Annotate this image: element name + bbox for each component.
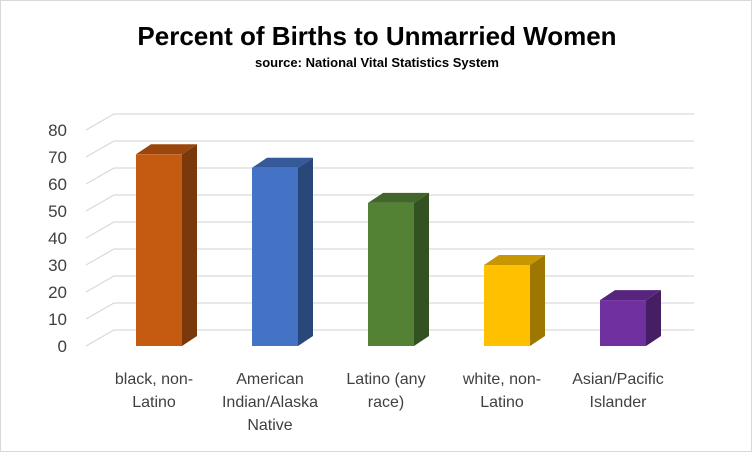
- chart-subtitle: source: National Vital Statistics System: [255, 55, 499, 70]
- category-label: Latino (any race): [346, 371, 425, 411]
- bar-1: [252, 157, 313, 346]
- gridline-70: [85, 140, 694, 158]
- y-tick-label: 30: [48, 256, 67, 275]
- bar-top: [252, 157, 313, 168]
- bar-top: [600, 290, 661, 301]
- category-label: American Indian/Alaska Native: [222, 371, 318, 434]
- gridline-60: [85, 167, 694, 185]
- y-tick-label: 50: [48, 202, 67, 221]
- y-tick-label: 10: [48, 310, 67, 329]
- bar-front: [368, 202, 414, 346]
- bar-top: [136, 144, 197, 155]
- bar-front: [484, 265, 530, 346]
- gridline-30: [85, 248, 694, 266]
- bar-3: [484, 255, 545, 346]
- gridline-40: [85, 221, 694, 239]
- bar-side: [182, 144, 197, 346]
- bar-4: [600, 290, 661, 346]
- category-label: black, non-Latino: [115, 371, 193, 411]
- bar-top: [484, 255, 545, 265]
- category-label: Asian/Pacific Islander: [572, 371, 664, 411]
- bar-side: [298, 157, 313, 346]
- y-tick-label: 80: [48, 121, 67, 140]
- bar-front: [600, 300, 646, 346]
- gridline-80: [85, 113, 694, 131]
- y-tick-label: 40: [48, 229, 67, 248]
- bar-side: [646, 290, 661, 346]
- bar-side: [530, 255, 545, 346]
- bar-front: [136, 154, 182, 346]
- bars: [136, 144, 661, 346]
- y-tick-label: 0: [58, 337, 67, 356]
- y-tick-label: 20: [48, 283, 67, 302]
- gridlines: [85, 113, 694, 347]
- bar-2: [368, 192, 429, 346]
- chart-title: Percent of Births to Unmarried Women: [137, 21, 616, 51]
- category-labels: black, non-Latino American Indian/Alaska Na…: [115, 371, 664, 434]
- category-label: white, non-Latino: [462, 371, 541, 411]
- y-axis-ticks: 0 10 20 30 40 50 60 70 80: [48, 121, 67, 356]
- bar-front: [252, 167, 298, 346]
- bar-side: [414, 192, 429, 346]
- y-tick-label: 60: [48, 175, 67, 194]
- bar-top: [368, 192, 429, 203]
- y-tick-label: 70: [48, 148, 67, 167]
- bar-0: [136, 144, 197, 346]
- gridline-50: [85, 194, 694, 212]
